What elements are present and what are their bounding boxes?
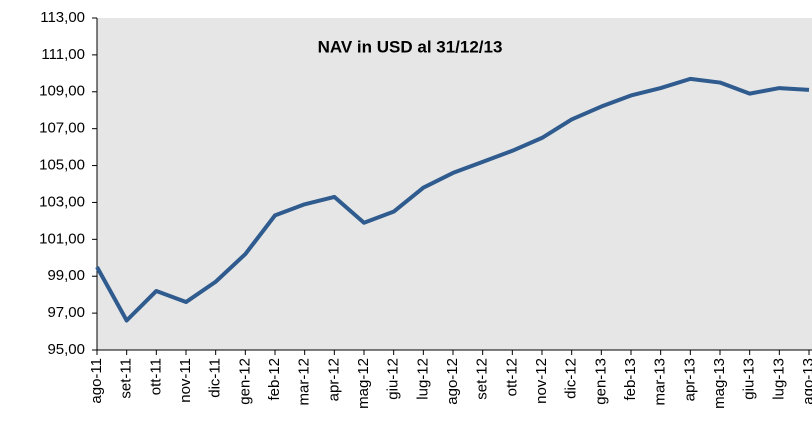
x-tick-label: set-11 [118,358,135,399]
y-tick-label: 99,00 [47,267,85,284]
x-tick-label: set-12 [474,358,491,400]
x-tick-label: mag-12 [355,358,372,409]
y-tick-label: 109,00 [39,83,85,100]
y-tick-label: 105,00 [39,157,85,174]
x-tick-label: mag-13 [711,358,728,409]
x-tick-label: nov-11 [177,358,194,403]
x-tick-label: apr-13 [681,358,698,401]
x-tick-label: ott-11 [147,358,164,395]
x-tick-label: ago-12 [444,358,461,405]
x-tick-label: giu-13 [741,358,758,400]
x-tick-label: nov-12 [533,358,550,404]
y-tick-label: 97,00 [47,304,85,321]
x-tick-label: lug-12 [414,358,431,400]
x-tick-label: ott-12 [503,358,520,396]
line [95,76,810,323]
x-tick-label: mar-12 [296,358,313,406]
x-tick-label: dic-12 [563,358,580,399]
x-tick-label: gen-13 [592,358,609,405]
x-tick-label: feb-12 [266,358,283,401]
x-tick-label: gen-12 [236,358,253,405]
x-tick-label: dic-11 [207,358,224,398]
x-tick-label: ago-13 [800,358,812,405]
y-tick-label: 103,00 [39,193,85,210]
y-tick-label: 107,00 [39,120,85,137]
x-tick-label: mar-13 [652,358,669,406]
y-tick-label: 113,00 [40,9,85,26]
x-tick-label: giu-12 [385,358,402,400]
x-tick-label: feb-13 [622,358,639,401]
chart-title: NAV in USD al 31/12/13 [318,37,503,56]
y-tick-label: 111,00 [41,46,85,63]
y-tick-label: 95,00 [47,341,85,358]
y-tick-label: 101,00 [39,230,85,247]
x-tick-label: apr-12 [325,358,342,401]
x-tick-label: ago-11 [88,358,105,404]
plot-area [97,18,812,350]
x-tick-label: lug-13 [770,358,787,400]
